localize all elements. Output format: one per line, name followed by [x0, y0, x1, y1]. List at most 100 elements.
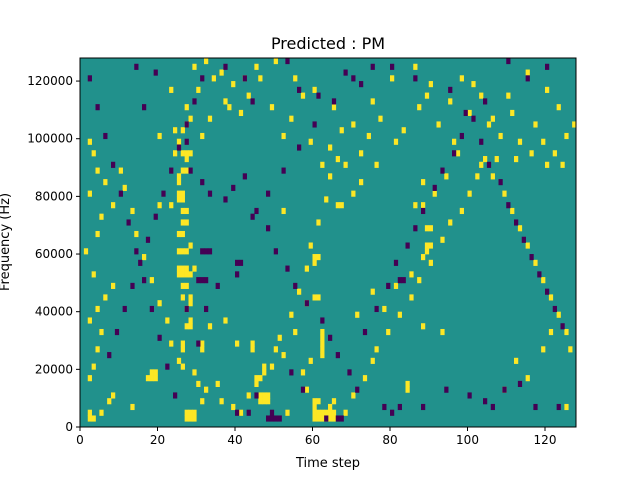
- heatmap-cell-high: [192, 63, 197, 70]
- heatmap-cell-high: [343, 409, 348, 416]
- heatmap-cell-high: [320, 346, 325, 353]
- heatmap-cell-low: [545, 63, 550, 70]
- heatmap-cell-low: [285, 265, 290, 272]
- heatmap-cell-high: [111, 202, 116, 209]
- heatmap-cell-high: [320, 352, 325, 359]
- heatmap-cell-high: [405, 386, 410, 393]
- heatmap-cell-low: [297, 86, 302, 93]
- heatmap-cell-high: [417, 104, 422, 111]
- heatmap-cell-low: [432, 184, 437, 191]
- heatmap-cell-high: [254, 380, 259, 387]
- heatmap-cell-high: [452, 138, 457, 145]
- heatmap-cell-high: [262, 369, 267, 376]
- heatmap-cell-low: [320, 317, 325, 324]
- heatmap-cell-high: [219, 69, 224, 76]
- heatmap-cell-high: [359, 179, 364, 186]
- heatmap-cell-low: [452, 150, 457, 157]
- heatmap-cell-high: [273, 58, 278, 65]
- heatmap-cell-high: [316, 294, 321, 301]
- heatmap-cell-high: [180, 363, 185, 370]
- heatmap-cell-high: [308, 242, 313, 249]
- x-tick-label: 40: [227, 433, 242, 447]
- heatmap-cell-high: [176, 179, 182, 186]
- heatmap-cell-high: [424, 225, 430, 232]
- heatmap-cell-high: [192, 415, 197, 422]
- heatmap-cell-high: [95, 305, 100, 313]
- heatmap-cell-high: [184, 409, 189, 416]
- heatmap-cell-low: [254, 392, 259, 399]
- heatmap-cell-high: [331, 415, 337, 422]
- heatmap-cell-high: [153, 369, 158, 376]
- heatmap-cell-low: [471, 115, 476, 122]
- heatmap-cell-high: [180, 219, 185, 226]
- heatmap-cell-high: [393, 138, 399, 145]
- heatmap-cell-low: [459, 132, 464, 140]
- heatmap-cell-low: [397, 403, 402, 411]
- heatmap-cell-high: [215, 380, 220, 387]
- heatmap-cell-high: [351, 121, 356, 128]
- heatmap-cell-high: [316, 415, 321, 422]
- heatmap-cell-low: [103, 132, 108, 140]
- heatmap-cell-high: [320, 340, 325, 347]
- heatmap-cell-low: [153, 69, 158, 76]
- heatmap-cell-high: [339, 202, 344, 209]
- heatmap-cell-low: [560, 323, 565, 330]
- heatmap-cell-high: [184, 104, 189, 111]
- heatmap-cell-low: [304, 300, 309, 307]
- heatmap-cell-high: [180, 265, 185, 272]
- heatmap-cell-low: [343, 69, 348, 76]
- heatmap-cell-high: [281, 207, 286, 215]
- heatmap-cell-high: [370, 357, 375, 364]
- heatmap-cell-high: [467, 190, 472, 197]
- heatmap-cell-high: [502, 190, 507, 197]
- heatmap-cell-high: [149, 375, 154, 382]
- x-tick-label: 80: [382, 433, 397, 447]
- heatmap-cell-high: [176, 248, 182, 255]
- heatmap-cell-high: [200, 132, 205, 140]
- heatmap-cell-low: [200, 248, 205, 255]
- heatmap-cell-high: [514, 357, 519, 364]
- heatmap-cell-high: [444, 173, 449, 180]
- heatmap-cell-high: [223, 317, 228, 324]
- heatmap-cell-low: [200, 179, 205, 186]
- heatmap-cell-high: [180, 346, 185, 353]
- heatmap-cell-high: [374, 161, 379, 168]
- heatmap-cell-high: [180, 127, 185, 134]
- heatmap-cell-high: [339, 127, 344, 134]
- heatmap-cell-high: [87, 409, 92, 416]
- heatmap-cell-low: [173, 392, 178, 399]
- heatmap-cell-low: [242, 75, 247, 82]
- x-tick-label: 0: [76, 433, 84, 447]
- heatmap-cell-high: [556, 311, 561, 318]
- heatmap-cell-high: [328, 173, 333, 180]
- heatmap-cell-high: [157, 300, 162, 307]
- heatmap-cell-high: [316, 219, 321, 226]
- heatmap-cell-high: [289, 115, 294, 122]
- heatmap-cell-high: [95, 167, 100, 174]
- heatmap-cell-high: [413, 202, 418, 209]
- heatmap-cell-high: [293, 328, 298, 336]
- heatmap-cell-high: [366, 132, 371, 140]
- heatmap-cell-low: [235, 259, 240, 266]
- heatmap-cell-low: [355, 386, 360, 393]
- heatmap-cell-high: [238, 409, 244, 416]
- heatmap-cell-high: [316, 409, 321, 416]
- heatmap-cell-low: [246, 409, 251, 416]
- x-tick-label: 60: [305, 433, 320, 447]
- heatmap-cell-low: [390, 409, 395, 416]
- heatmap-cell-high: [405, 380, 410, 387]
- heatmap-cell-low: [223, 196, 228, 203]
- heatmap-cell-high: [424, 242, 430, 249]
- heatmap-cell-high: [111, 392, 116, 399]
- heatmap-cell-high: [324, 409, 329, 416]
- heatmap-cell-high: [235, 340, 240, 347]
- heatmap-cell-high: [300, 369, 306, 376]
- heatmap-cell-high: [490, 173, 495, 180]
- heatmap-cell-high: [130, 403, 135, 411]
- heatmap-cell-low: [370, 63, 375, 70]
- heatmap-cell-low: [521, 236, 526, 243]
- heatmap-cell-high: [180, 340, 185, 347]
- heatmap-cell-high: [196, 380, 201, 387]
- heatmap-cell-low: [250, 98, 255, 105]
